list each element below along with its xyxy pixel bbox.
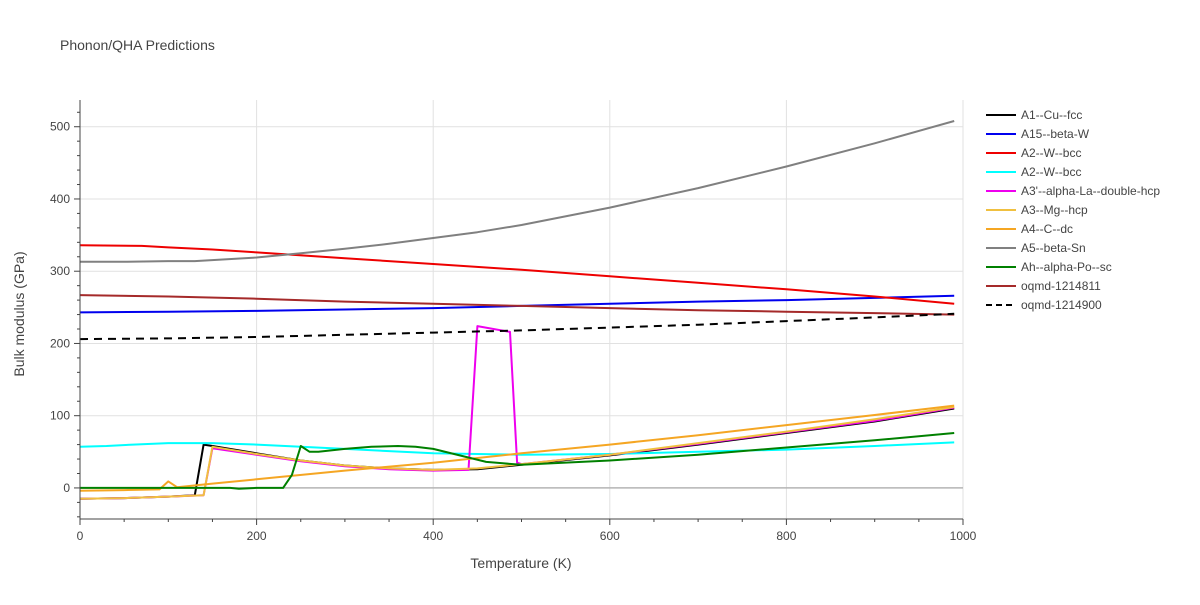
series-line-a3-alpha-la-double-hcp-4 bbox=[79, 325, 955, 500]
series-lines bbox=[79, 120, 955, 500]
legend-label: oqmd-1214900 bbox=[1021, 298, 1102, 312]
legend-item-a1-cu-fcc-0[interactable]: A1--Cu--fcc bbox=[986, 108, 1082, 122]
legend-item-a3-mg-hcp-5[interactable]: A3--Mg--hcp bbox=[986, 203, 1088, 217]
legend[interactable]: A1--Cu--fcc A15--beta-W A2--W--bcc A2--W--b… bbox=[986, 108, 1160, 312]
legend-label: oqmd-1214811 bbox=[1021, 279, 1101, 293]
legend-item-a2-w-bcc-3[interactable]: A2--W--bcc bbox=[986, 165, 1081, 179]
legend-item-a4-c-dc-6[interactable]: A4--C--dc bbox=[986, 222, 1073, 236]
legend-item-oqmd-1214811-9[interactable]: oqmd-1214811 bbox=[986, 279, 1101, 293]
x-tick-label-400: 400 bbox=[423, 529, 443, 543]
legend-label: A3'--alpha-La--double-hcp bbox=[1021, 184, 1160, 198]
y-tick-label-100: 100 bbox=[50, 409, 70, 423]
x-axis-title: Temperature (K) bbox=[470, 555, 571, 571]
series-line-a4-c-dc-6 bbox=[79, 404, 955, 492]
grid-lines bbox=[80, 100, 964, 519]
series-line-a2-w-bcc-2 bbox=[79, 244, 955, 305]
x-tick-label-800: 800 bbox=[776, 529, 796, 543]
legend-item-a2-w-bcc-2[interactable]: A2--W--bcc bbox=[986, 146, 1081, 160]
legend-item-ah-alpha-po-sc-8[interactable]: Ah--alpha-Po--sc bbox=[986, 260, 1112, 274]
y-tick-label-200: 200 bbox=[50, 336, 70, 350]
legend-label: Ah--alpha-Po--sc bbox=[1021, 260, 1112, 274]
series-line-a2-w-bcc-3 bbox=[79, 441, 955, 456]
legend-label: A1--Cu--fcc bbox=[1021, 108, 1082, 122]
legend-label: A15--beta-W bbox=[1021, 127, 1090, 141]
x-tick-label-200: 200 bbox=[247, 529, 267, 543]
legend-item-a15-beta-w-1[interactable]: A15--beta-W bbox=[986, 127, 1090, 141]
y-tick-label-500: 500 bbox=[50, 120, 70, 134]
legend-item-oqmd-1214900-10[interactable]: oqmd-1214900 bbox=[986, 298, 1102, 312]
x-tick-label-1000: 1000 bbox=[950, 529, 977, 543]
series-line-a3-mg-hcp-5 bbox=[79, 406, 955, 500]
series-line-oqmd-1214900-10 bbox=[79, 312, 955, 341]
legend-label: A3--Mg--hcp bbox=[1021, 203, 1088, 217]
legend-label: A2--W--bcc bbox=[1021, 165, 1081, 179]
legend-label: A2--W--bcc bbox=[1021, 146, 1081, 160]
legend-label: A5--beta-Sn bbox=[1021, 241, 1086, 255]
legend-item-a5-beta-sn-7[interactable]: A5--beta-Sn bbox=[986, 241, 1086, 255]
y-tick-label-400: 400 bbox=[50, 192, 70, 206]
axes: 0 200 400 600 800 1000 0 100 200 300 400 500 bbox=[50, 100, 977, 543]
series-line-a5-beta-sn-7 bbox=[80, 120, 955, 263]
y-tick-label-0: 0 bbox=[63, 481, 70, 495]
series-line-oqmd-1214811-9 bbox=[79, 294, 955, 316]
x-tick-label-600: 600 bbox=[600, 529, 620, 543]
series-line-ah-alpha-po-sc-8 bbox=[80, 432, 955, 490]
legend-item-a3-alpha-la-double-hcp-4[interactable]: A3'--alpha-La--double-hcp bbox=[986, 184, 1160, 198]
y-tick-label-300: 300 bbox=[50, 264, 70, 278]
legend-label: A4--C--dc bbox=[1021, 222, 1073, 236]
chart-title: Phonon/QHA Predictions bbox=[60, 37, 215, 53]
x-tick-label-0: 0 bbox=[77, 529, 84, 543]
y-axis-title: Bulk modulus (GPa) bbox=[11, 251, 27, 376]
